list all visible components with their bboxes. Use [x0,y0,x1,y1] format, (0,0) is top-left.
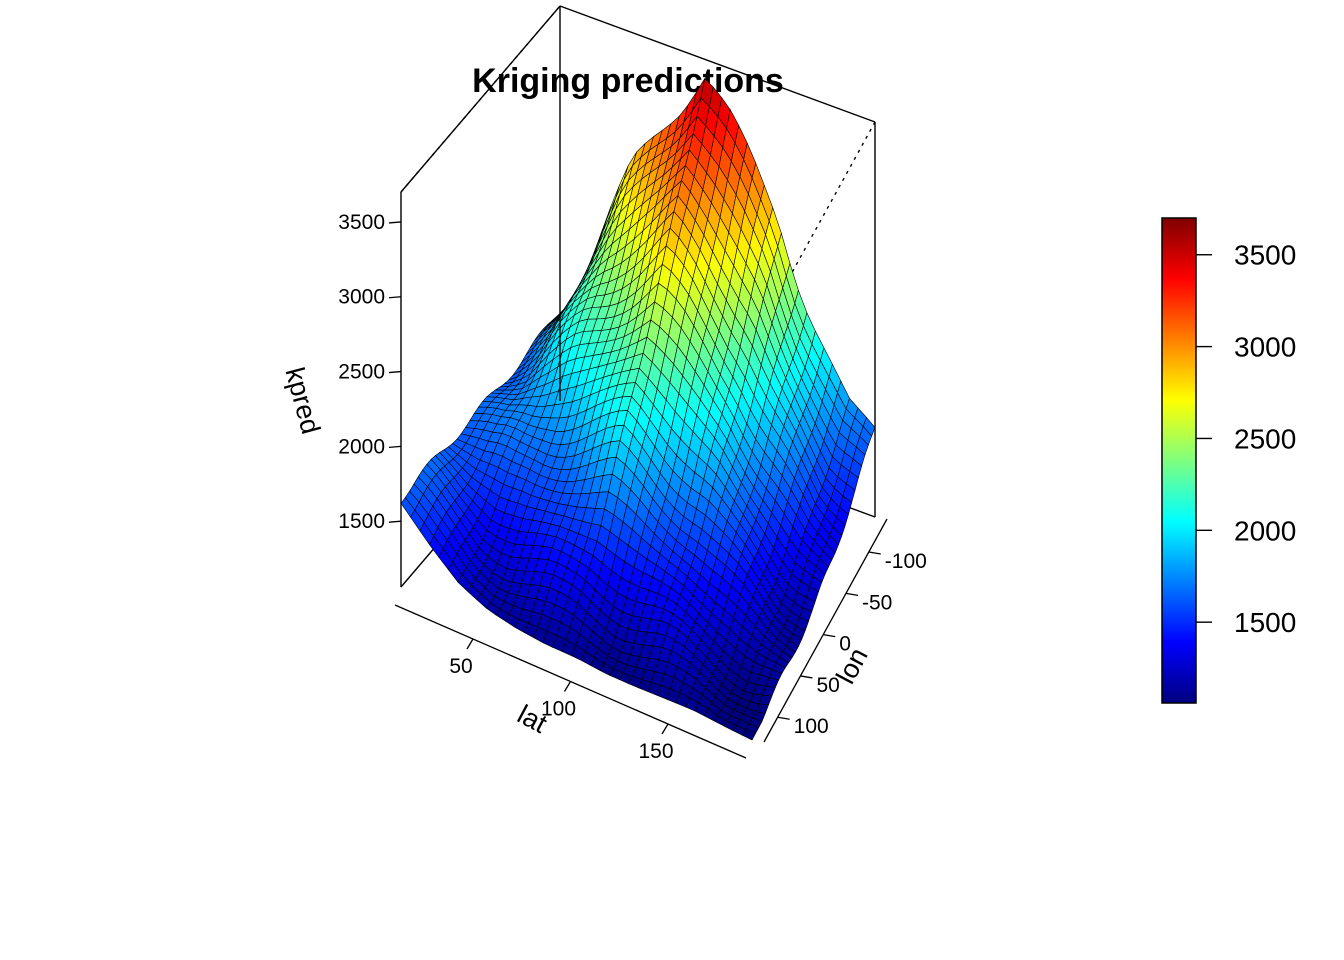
colorbar-tick: 3500 [1196,240,1296,271]
surface-facet [742,729,756,741]
y-tick-label: -50 [862,591,892,614]
y-axis-line [763,518,888,743]
box-edge [559,5,876,123]
z-tick: 3000 [338,286,402,309]
box-edge [751,121,876,346]
colorbar-tick-label: 2500 [1234,423,1296,454]
y-tick: -100 [868,550,927,573]
colorbar [1161,217,1197,704]
z-tick-label: 3500 [338,211,385,234]
y-tick: 0 [823,633,851,656]
colorbar-ticks: 1500 2000 2500 3000 3500 [1196,240,1296,638]
colorbar-tick: 2000 [1196,515,1296,546]
z-tick-label: 1500 [338,510,385,533]
x-tick: 50 [449,638,474,678]
x-tick: 150 [638,723,674,763]
x-tick-label: 150 [638,740,673,763]
z-tick-label: 3000 [338,286,385,309]
z-tick: 2000 [338,435,402,458]
z-tick: 1500 [338,510,402,533]
y-tick: 100 [777,715,829,738]
colorbar-tick-label: 2000 [1234,515,1296,546]
colorbar-tick: 3000 [1196,332,1296,363]
z-tick: 2500 [338,361,402,384]
z-axis-label: kpred [279,364,325,437]
colorbar-tick-label: 3000 [1234,332,1296,363]
axes: 1500200025003000350050100150-100-5005010… [338,211,927,763]
chart-title: Kriging predictions [472,62,784,100]
z-tick: 3500 [338,211,402,234]
colorbar-tick: 2500 [1196,423,1296,454]
x-tick-label: 50 [449,655,472,678]
y-tick-label: 0 [839,633,851,656]
colorbar-tick-label: 3500 [1234,240,1296,271]
colorbar-tick-label: 1500 [1234,607,1296,638]
x-tick: 100 [541,681,576,721]
surface-mesh [400,77,876,741]
box-edge [400,5,561,193]
y-tick-label: -100 [885,550,927,573]
y-tick: -50 [845,591,892,614]
y-tick-label: 50 [816,674,839,697]
x-tick-label: 100 [541,698,576,721]
colorbar-tick: 1500 [1196,607,1296,638]
y-tick-label: 100 [794,715,829,738]
z-tick-label: 2000 [338,435,385,458]
y-tick: 50 [800,674,840,697]
z-tick-label: 2500 [338,361,385,384]
